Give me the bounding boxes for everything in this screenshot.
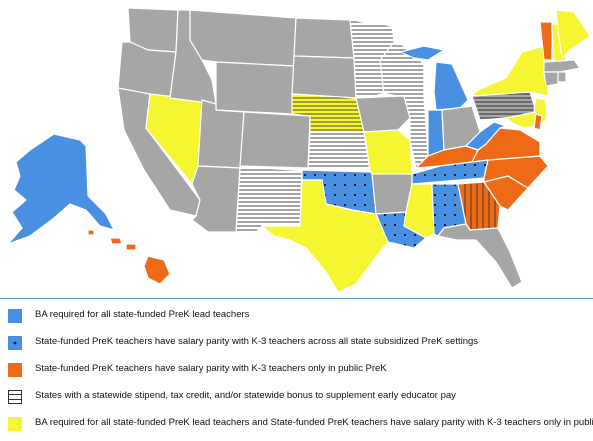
legend-swatch-orange	[8, 363, 22, 377]
state-wyoming	[215, 61, 295, 115]
state-massachusetts	[543, 59, 581, 73]
legend-label: State-funded PreK teachers have salary p…	[35, 363, 387, 374]
state-alaska	[7, 133, 115, 245]
legend-swatch-yellow	[8, 417, 22, 431]
state-vermont	[539, 21, 553, 61]
legend-swatch-blue	[8, 309, 22, 323]
legend-item: BA required for all state-funded PreK le…	[8, 414, 593, 436]
state-west-virginia	[465, 121, 507, 151]
state-rhode-island	[557, 71, 567, 83]
legend-divider	[0, 298, 593, 299]
state-iowa	[355, 95, 411, 133]
state-delaware	[533, 113, 543, 131]
state-michigan-lower	[433, 61, 469, 111]
legend-label: State-funded PreK teachers have salary p…	[35, 336, 479, 347]
legend-item: BA required for all state-funded PreK le…	[8, 306, 588, 328]
state-arizona	[191, 165, 241, 233]
state-colorado	[239, 111, 311, 169]
state-maryland	[505, 111, 537, 129]
state-michigan-upper	[399, 45, 445, 61]
state-north-dakota	[293, 17, 355, 59]
state-montana	[189, 9, 297, 67]
state-hawaii-2	[109, 237, 123, 245]
state-florida	[437, 223, 523, 289]
state-hawaii-1	[87, 229, 95, 236]
us-map	[7, 7, 591, 293]
state-hawaii-big	[143, 255, 171, 285]
state-south-dakota	[291, 55, 357, 99]
state-kansas	[307, 131, 371, 171]
state-new-york	[471, 45, 549, 97]
state-maine	[555, 9, 591, 59]
state-hawaii-3	[125, 243, 137, 251]
legend-swatch-white-stripes	[8, 390, 22, 404]
state-new-mexico	[235, 167, 303, 235]
legend-label: BA required for all state-funded PreK le…	[35, 417, 593, 428]
legend-swatch-blue-dots	[8, 336, 22, 350]
legend-item: State-funded PreK teachers have salary p…	[8, 360, 588, 382]
legend-item: States with a statewide stipend, tax cre…	[8, 387, 588, 409]
state-indiana	[427, 109, 445, 157]
legend-item: State-funded PreK teachers have salary p…	[8, 333, 588, 355]
state-texas	[261, 179, 389, 293]
legend-label: BA required for all state-funded PreK le…	[35, 309, 250, 320]
state-missouri	[363, 129, 413, 175]
legend-label: States with a statewide stipend, tax cre…	[35, 390, 456, 401]
state-arkansas	[371, 173, 413, 215]
state-connecticut	[543, 71, 559, 87]
